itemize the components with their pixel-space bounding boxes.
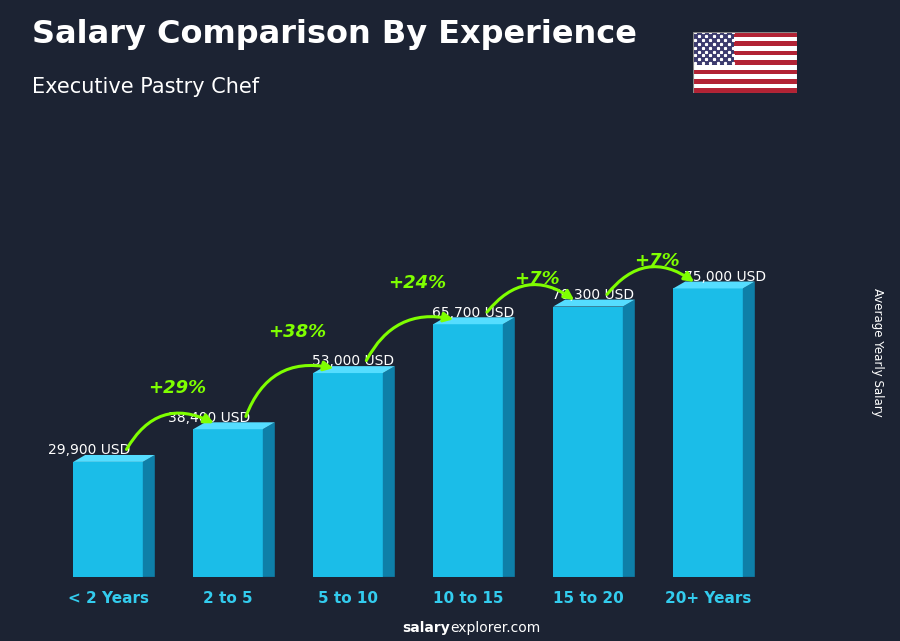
Bar — [693, 42, 796, 46]
Text: 53,000 USD: 53,000 USD — [312, 354, 394, 369]
FancyArrowPatch shape — [246, 362, 330, 417]
Polygon shape — [313, 366, 395, 373]
Text: 38,400 USD: 38,400 USD — [168, 411, 250, 424]
Bar — [554, 306, 623, 577]
Bar — [433, 324, 503, 577]
Bar — [693, 79, 796, 83]
Polygon shape — [503, 317, 515, 577]
Text: +38%: +38% — [268, 322, 326, 340]
Text: +29%: +29% — [148, 379, 206, 397]
Text: Salary Comparison By Experience: Salary Comparison By Experience — [32, 19, 636, 50]
Polygon shape — [623, 299, 634, 577]
Bar — [194, 429, 263, 577]
Text: 70,300 USD: 70,300 USD — [552, 288, 634, 302]
Text: Executive Pastry Chef: Executive Pastry Chef — [32, 77, 258, 97]
Bar — [313, 373, 382, 577]
FancyArrowPatch shape — [607, 267, 691, 294]
Polygon shape — [554, 299, 634, 306]
Polygon shape — [143, 455, 155, 577]
Bar — [693, 60, 796, 65]
Bar — [693, 65, 796, 69]
Bar — [693, 37, 796, 42]
Text: +7%: +7% — [514, 271, 560, 288]
Text: salary: salary — [402, 620, 450, 635]
Bar — [693, 32, 734, 65]
Text: +24%: +24% — [388, 274, 446, 292]
Bar — [673, 288, 742, 577]
FancyArrowPatch shape — [127, 413, 211, 449]
Bar — [693, 69, 796, 74]
Text: +7%: +7% — [634, 252, 680, 271]
Polygon shape — [673, 281, 755, 288]
Polygon shape — [382, 366, 395, 577]
Bar — [693, 56, 796, 60]
Text: 75,000 USD: 75,000 USD — [684, 270, 766, 284]
Bar — [693, 88, 796, 93]
Polygon shape — [433, 317, 515, 324]
FancyArrowPatch shape — [366, 313, 450, 360]
Text: 65,700 USD: 65,700 USD — [432, 306, 514, 320]
Text: explorer.com: explorer.com — [450, 620, 540, 635]
Polygon shape — [73, 455, 155, 462]
FancyArrowPatch shape — [487, 285, 572, 312]
Text: Average Yearly Salary: Average Yearly Salary — [871, 288, 884, 417]
Bar — [693, 83, 796, 88]
Bar — [693, 51, 796, 56]
Polygon shape — [194, 422, 274, 429]
Bar — [693, 74, 796, 79]
Polygon shape — [742, 281, 755, 577]
Bar — [693, 46, 796, 51]
Bar — [693, 32, 796, 37]
Polygon shape — [263, 422, 274, 577]
Bar — [73, 462, 143, 577]
Text: 29,900 USD: 29,900 USD — [48, 444, 130, 457]
